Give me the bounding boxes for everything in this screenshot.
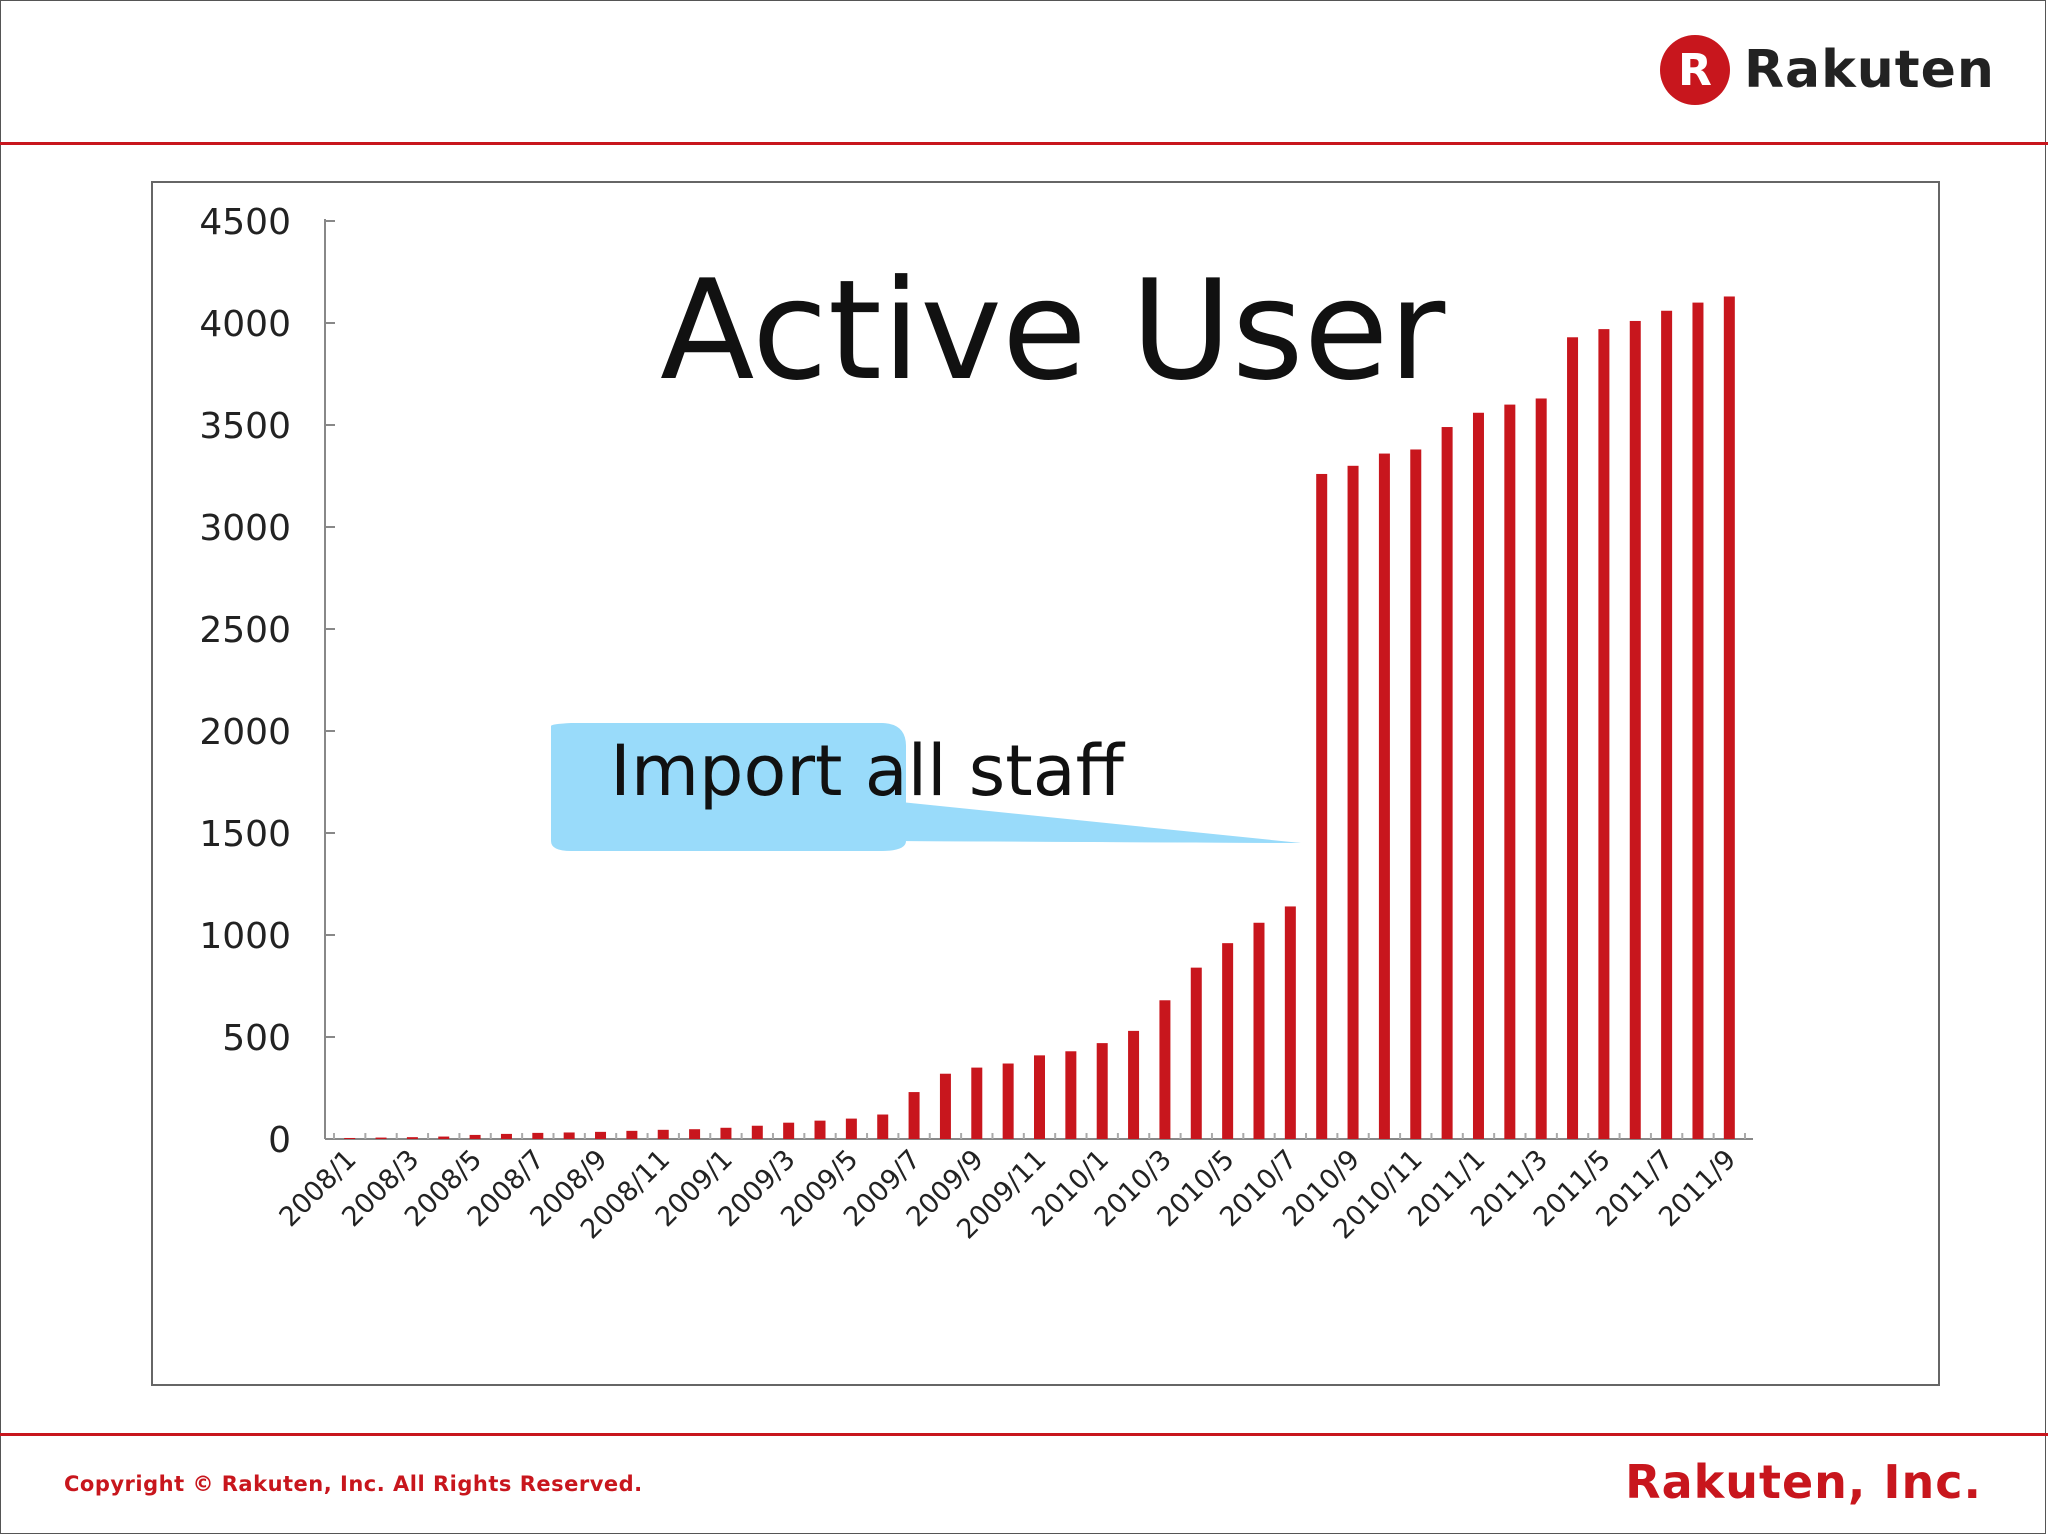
y-tick-label: 4500 [199, 202, 291, 243]
bar [720, 1127, 732, 1139]
bar [1159, 1000, 1171, 1139]
callout-text: Import all staff [610, 730, 1124, 812]
bar [1629, 320, 1641, 1139]
bar [1065, 1051, 1077, 1139]
bar [438, 1136, 450, 1139]
bar [1284, 906, 1296, 1139]
y-tick-label: 2500 [199, 610, 291, 651]
y-tick-label: 500 [222, 1018, 291, 1059]
bar [375, 1137, 387, 1139]
bar [1190, 967, 1202, 1139]
active-user-chart: 0500100015002000250030003500400045002008… [199, 202, 1753, 1245]
bar [1347, 465, 1359, 1139]
y-tick-label: 2000 [199, 712, 291, 753]
bar [1661, 310, 1673, 1139]
rakuten-logo: R Rakuten [1660, 34, 1995, 106]
chart-title: Active User [660, 250, 1446, 411]
bar [1441, 427, 1453, 1139]
bar [939, 1073, 951, 1139]
bar [563, 1132, 575, 1139]
logo-text: Rakuten [1744, 40, 1995, 100]
bar [689, 1129, 701, 1139]
y-tick-label: 1000 [199, 916, 291, 957]
rakuten-r-icon: R [1660, 35, 1730, 105]
bar [1410, 449, 1422, 1140]
bar [1128, 1030, 1140, 1139]
bar [406, 1137, 418, 1139]
chart-frame [151, 181, 1940, 1386]
bar [1316, 473, 1328, 1140]
y-tick-label: 3000 [199, 508, 291, 549]
bar [1598, 329, 1610, 1139]
bar [877, 1114, 889, 1139]
copyright-text: Copyright © Rakuten, Inc. All Rights Res… [64, 1472, 643, 1496]
bar [971, 1067, 983, 1139]
bar [1692, 302, 1704, 1140]
footer-divider [0, 1433, 2048, 1436]
bar [1002, 1063, 1014, 1139]
bar [1378, 453, 1390, 1139]
callout-bubble-body [551, 723, 906, 851]
bar [1535, 398, 1547, 1139]
bar [845, 1118, 857, 1139]
bar [783, 1122, 795, 1139]
bar [1222, 943, 1234, 1139]
bar [1567, 337, 1579, 1139]
bar [626, 1130, 638, 1139]
callout-pointer [891, 801, 1301, 843]
bar [814, 1120, 826, 1139]
bar [1472, 412, 1484, 1139]
bar [500, 1133, 512, 1139]
y-tick-label: 1500 [199, 814, 291, 855]
header-divider [0, 142, 2048, 145]
bar [1096, 1043, 1108, 1139]
bar [657, 1129, 669, 1139]
bar [751, 1125, 763, 1139]
bar [1723, 296, 1735, 1140]
y-tick-label: 4000 [199, 304, 291, 345]
bar [532, 1132, 544, 1139]
company-name: Rakuten, Inc. [1625, 1455, 1982, 1509]
bar [908, 1092, 920, 1139]
bar [469, 1134, 481, 1139]
bar [1034, 1055, 1045, 1139]
bar [1504, 404, 1516, 1140]
bar [1253, 922, 1265, 1139]
bar [344, 1137, 356, 1139]
y-tick-label: 3500 [199, 406, 291, 447]
y-tick-label: 0 [268, 1120, 291, 1161]
bar [595, 1131, 607, 1139]
